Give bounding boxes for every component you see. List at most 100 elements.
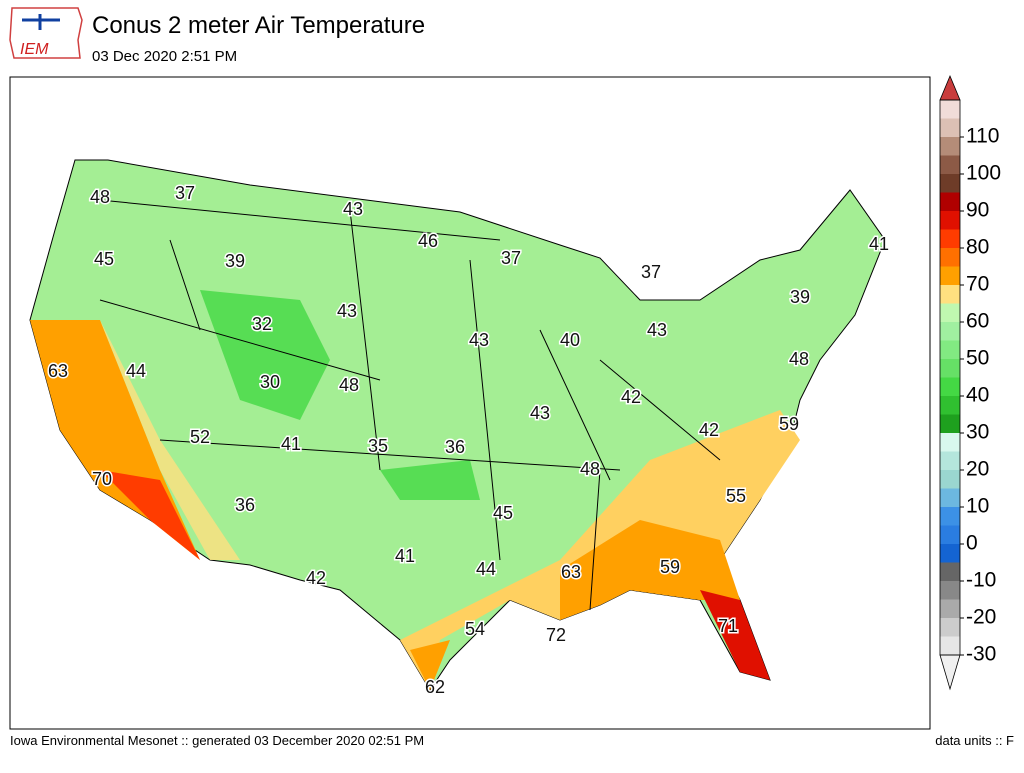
station-value: 63 [561, 562, 581, 582]
station-value: 42 [306, 568, 326, 588]
station-value: 41 [869, 234, 889, 254]
colorbar-segment [940, 266, 960, 285]
colorbar-segment [940, 100, 960, 119]
colorbar-tick-label: 80 [966, 236, 989, 259]
station-value: 70 [92, 469, 112, 489]
station-value: 59 [779, 414, 799, 434]
colorbar-tick-label: 110 [966, 125, 999, 148]
station-value: 43 [469, 330, 489, 350]
colorbar-segment [940, 396, 960, 415]
colorbar-tick-label: 10 [966, 495, 989, 518]
footer-left: Iowa Environmental Mesonet :: generated … [10, 733, 424, 748]
colorbar-segment [940, 636, 960, 655]
colorbar-tick-label: 20 [966, 458, 989, 481]
colorbar-segment [940, 581, 960, 600]
colorbar-segment [940, 507, 960, 526]
station-value: 43 [530, 403, 550, 423]
station-value: 46 [418, 231, 438, 251]
station-value: 32 [252, 314, 272, 334]
map-shapes [29, 159, 886, 691]
station-value: 62 [425, 677, 445, 697]
colorbar-tick-label: 0 [966, 532, 978, 555]
colorbar-segment [940, 451, 960, 470]
station-value: 71 [718, 616, 738, 636]
station-value: 45 [493, 503, 513, 523]
station-value: 54 [465, 619, 485, 639]
colorbar-tick-label: 60 [966, 310, 989, 333]
station-value: 37 [175, 183, 195, 203]
colorbar-segment [940, 433, 960, 452]
logo-text: IEM [20, 41, 49, 58]
colorbar-segment [940, 414, 960, 433]
colorbar-segment [940, 137, 960, 156]
colorbar-tick-label: -10 [966, 569, 996, 592]
colorbar-segment [940, 248, 960, 267]
colorbar-segment [940, 377, 960, 396]
station-value: 52 [190, 427, 210, 447]
colorbar-segment [940, 488, 960, 507]
station-labels: 48 37 43 46 45 39 37 37 41 39 32 43 43 40 43 63 44 30 48 48… [46, 181, 890, 698]
station-value: 41 [281, 434, 301, 454]
colorbar-tick-label: 40 [966, 384, 989, 407]
colorbar-tick-label: 90 [966, 199, 989, 222]
colorbar-tick-label: -20 [966, 606, 996, 629]
station-value: 37 [641, 262, 661, 282]
colorbar-segment [940, 192, 960, 211]
colorbar-segment [940, 359, 960, 378]
colorbar-segment [940, 174, 960, 193]
station-value: 37 [501, 248, 521, 268]
station-value: 43 [647, 320, 667, 340]
station-value: 48 [789, 349, 809, 369]
station-value: 40 [560, 330, 580, 350]
logo: IEM [9, 7, 83, 59]
station-value: 39 [790, 287, 810, 307]
station-value: 63 [48, 361, 68, 381]
station-value: 55 [726, 486, 746, 506]
subtitle: 03 Dec 2020 2:51 PM [92, 48, 237, 65]
station-value: 36 [445, 437, 465, 457]
colorbar-tick-label: 30 [966, 421, 989, 444]
colorbar-segment [940, 285, 960, 304]
colorbar-segment [940, 155, 960, 174]
colorbar-segment [940, 303, 960, 322]
colorbar-tick-label: 50 [966, 347, 989, 370]
colorbar-segment [940, 599, 960, 618]
colorbar-segment [940, 525, 960, 544]
station-value: 39 [225, 251, 245, 271]
station-value: 41 [395, 546, 415, 566]
station-value: 44 [476, 559, 496, 579]
station-value: 44 [126, 361, 146, 381]
station-value: 43 [337, 301, 357, 321]
colorbar-segment [940, 562, 960, 581]
colorbar-segment [940, 618, 960, 637]
station-value: 48 [339, 375, 359, 395]
station-value: 48 [90, 187, 110, 207]
colorbar-segment [940, 544, 960, 563]
colorbar-segment [940, 322, 960, 341]
station-value: 59 [660, 557, 680, 577]
station-value: 43 [343, 199, 363, 219]
colorbar-segment [940, 211, 960, 230]
colorbar-segment [940, 229, 960, 248]
station-value: 35 [368, 436, 388, 456]
station-value: 36 [235, 495, 255, 515]
colorbar-border [939, 99, 961, 656]
station-value: 42 [621, 387, 641, 407]
colorbar-segment [940, 118, 960, 137]
station-value: 42 [699, 420, 719, 440]
colorbar-over [939, 74, 961, 101]
colorbar-segment [940, 340, 960, 359]
title: Conus 2 meter Air Temperature [92, 12, 425, 39]
station-value: 45 [94, 249, 114, 269]
colorbar-tick-label: 70 [966, 273, 989, 296]
colorbar-segment [940, 470, 960, 489]
footer-right: data units :: F [935, 733, 1014, 748]
colorbar: -30 -20 -10 0 10 20 30 40 50 60 70 80 90 100 110 [939, 74, 1001, 691]
station-value: 30 [260, 372, 280, 392]
station-value: 72 [546, 625, 566, 645]
station-value: 48 [580, 459, 600, 479]
colorbar-under [939, 654, 961, 691]
colorbar-tick-label: 100 [966, 162, 1001, 185]
colorbar-tick-label: -30 [966, 643, 996, 666]
